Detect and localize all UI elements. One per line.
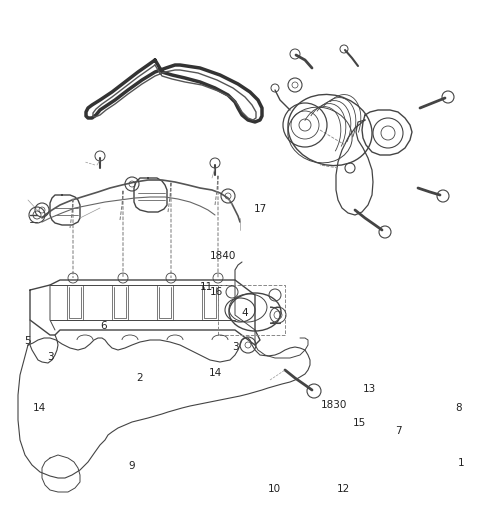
Text: 5: 5 [24, 336, 31, 346]
Text: 17: 17 [253, 204, 267, 215]
Text: 12: 12 [336, 484, 350, 494]
Text: 1: 1 [457, 458, 464, 468]
Text: 4: 4 [241, 308, 248, 318]
Text: 14: 14 [33, 402, 47, 413]
Text: 1840: 1840 [210, 251, 236, 261]
Text: 16: 16 [209, 287, 223, 297]
Text: 1830: 1830 [321, 400, 347, 410]
Text: 10: 10 [268, 484, 281, 494]
Text: 8: 8 [455, 402, 462, 413]
Text: 7: 7 [395, 426, 402, 437]
Text: 15: 15 [352, 418, 366, 429]
Text: 2: 2 [136, 372, 143, 383]
Text: 6: 6 [100, 321, 107, 331]
Text: 9: 9 [129, 460, 135, 471]
Text: 3: 3 [232, 342, 239, 352]
Text: 3: 3 [47, 351, 54, 362]
Text: 14: 14 [208, 368, 222, 379]
Text: 13: 13 [363, 384, 376, 394]
Text: 11: 11 [200, 281, 213, 292]
